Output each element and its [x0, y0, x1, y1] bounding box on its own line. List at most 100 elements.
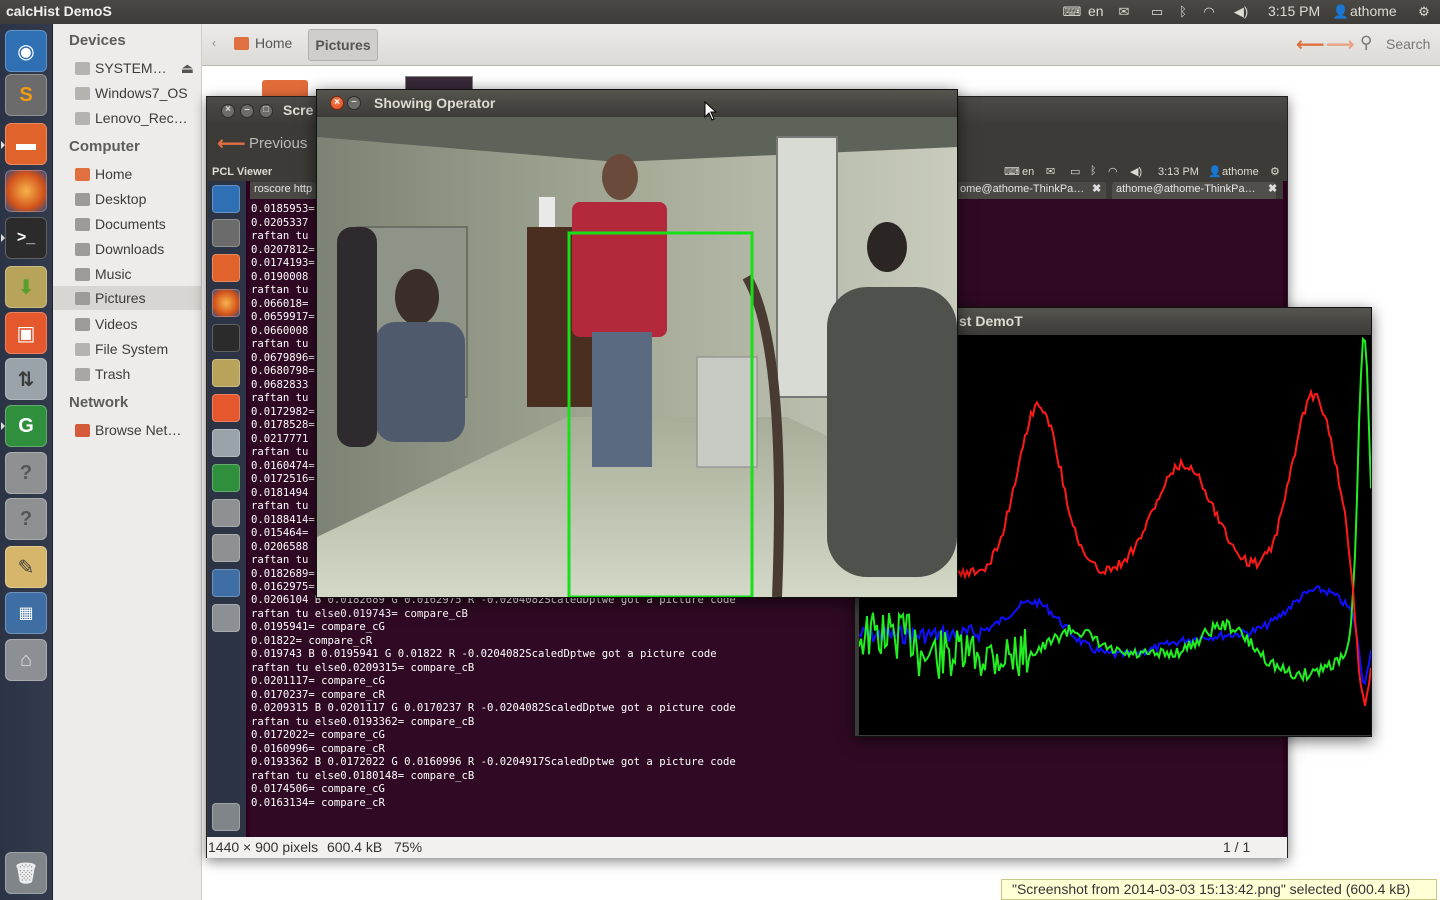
search-label[interactable]: Search [1386, 36, 1431, 52]
sidebar-item-filesystem[interactable]: File System [75, 337, 200, 361]
sidebar-item-lenovo[interactable]: Lenovo_Rec… [75, 106, 200, 130]
top-panel: calcHist DemoS ⌨ en ✉ ▭ ᛒ ◠ ◀) 3:15 PM 👤… [0, 0, 1440, 24]
person-seated-head [395, 269, 439, 325]
terminal-line: 0.0682833 [251, 378, 309, 391]
embedded-user: athome [1222, 166, 1259, 178]
sidebar-item-label: Trash [95, 366, 131, 382]
wifi-icon: ◠ [1108, 166, 1118, 178]
breadcrumb-home[interactable]: Home [234, 35, 292, 51]
gear-icon[interactable]: ⚙ [1418, 4, 1430, 19]
terminal-line: 0.0170237= compare_cR [251, 688, 385, 701]
update-manager-icon [212, 429, 240, 457]
unknown-app-icon[interactable]: ? [5, 498, 47, 540]
minimize-icon[interactable]: – [240, 104, 254, 118]
close-icon: ✖ [1268, 183, 1278, 195]
workspace-switcher-icon[interactable]: ▦ [5, 592, 47, 634]
network-icon [75, 423, 90, 437]
battery-icon[interactable]: ▭ [1150, 4, 1164, 19]
terminal-output-bottom: 0.0206104 B 0.0182689 G 0.0162975 R -0.0… [251, 594, 736, 810]
user-icon: 👤 [1208, 166, 1222, 178]
user-icon: 👤 [1332, 4, 1350, 19]
sidebar-item-trash[interactable]: Trash [75, 362, 200, 386]
sidebar-item-videos[interactable]: Videos [75, 312, 200, 336]
volume-icon[interactable]: ◀) [1233, 4, 1249, 19]
terminal-output-top: 0.0185953= 0.0205337 raftan tu 0.0207812= 0.… [251, 203, 315, 595]
unknown-app-icon[interactable]: ? [5, 452, 47, 494]
sidebar-item-downloads[interactable]: Downloads [75, 237, 200, 261]
sidebar-item-desktop[interactable]: Desktop [75, 187, 200, 211]
back-arrow-icon[interactable]: ‹ [212, 36, 216, 50]
dash-home-icon [212, 185, 240, 213]
software-center-icon[interactable]: ▣ [5, 312, 47, 354]
files-icon[interactable]: ▬ [5, 123, 47, 165]
operator-window: × – Showing Operator [316, 89, 958, 598]
terminal-line: raftan tu [251, 338, 309, 350]
forward-arrow-icon[interactable]: ⟶ [1326, 34, 1355, 56]
dash-home-icon[interactable]: ◉ [5, 30, 47, 72]
breadcrumb-pictures[interactable]: Pictures [308, 29, 378, 61]
sidebar-item-browse-network[interactable]: Browse Net… [75, 418, 200, 442]
terminal-line: 0.019743 B 0.0195941 G 0.01822 R -0.0204… [251, 648, 717, 660]
firefox-icon [212, 289, 240, 317]
terminal-line: 0.0680798= [251, 365, 315, 377]
sidebar-item-music[interactable]: Music [75, 262, 200, 286]
terminal-line: raftan tu else0.0209315= compare_cB [251, 661, 475, 674]
trash-icon[interactable]: 🗑 [5, 852, 47, 894]
terminal-line: 0.0172022= compare_cG [251, 729, 385, 741]
user-name[interactable]: athome [1350, 3, 1397, 19]
sidebar-item-pictures[interactable]: Pictures [53, 286, 201, 310]
keyboard-layout[interactable]: en [1088, 3, 1104, 19]
volume-icon: ◀) [1130, 166, 1143, 178]
sidebar-item-system[interactable]: SYSTEM… ⏏ [75, 56, 200, 80]
mail-icon[interactable]: ✉ [1118, 4, 1130, 19]
terminal-line: 0.0188414= [251, 513, 315, 526]
terminal-line: raftan tu [251, 446, 309, 458]
launcher: ◉ S ▬ >_ ⬇ ▣ ⇅ G ? ? ✎ ▦ ⌂ 🗑 [0, 24, 53, 900]
sidebar-item-label: Videos [95, 316, 138, 332]
home-folder-icon [75, 167, 90, 181]
operator-titlebar[interactable]: × – Showing Operator [317, 90, 957, 117]
sidebar-item-label: Windows7_OS [95, 85, 188, 101]
update-manager-icon[interactable]: ⇅ [5, 358, 47, 400]
terminal-icon[interactable]: >_ [5, 217, 47, 259]
terminal-line: raftan tu [251, 392, 309, 404]
camera-view [317, 117, 957, 597]
close-icon[interactable]: × [221, 104, 235, 118]
terminal-line: 0.0178528= [251, 419, 315, 431]
search-icon[interactable]: ⚲ [1360, 33, 1373, 52]
image-viewer-statusbar: 1440 × 900 pixels 600.4 kB 75% 1 / 1 [207, 837, 1287, 858]
archive-manager-icon[interactable]: ⬇ [5, 266, 47, 308]
operator-shirt [572, 202, 667, 337]
eject-icon[interactable]: ⏏ [180, 59, 194, 76]
sidebar-item-label: Documents [95, 216, 166, 232]
terminal-line: raftan tu else0.0193362= compare_cB [251, 715, 475, 728]
wifi-icon[interactable]: ◠ [1203, 4, 1215, 19]
gitg-icon [212, 464, 240, 492]
file-manager-toolbar: ‹ Home Pictures ⟵ ⟶ ⚲ Search [202, 24, 1440, 66]
embedded-clock: 3:13 PM [1158, 166, 1199, 178]
sidebar-item-documents[interactable]: Documents [75, 212, 200, 236]
terminal-line: 0.0195941= compare_cG [251, 621, 385, 633]
folder-icon[interactable] [262, 80, 308, 100]
sidebar-item-windows7[interactable]: Windows7_OS [75, 81, 200, 105]
previous-arrow-icon[interactable]: ⟵ [217, 133, 246, 155]
unknown-app-icon [212, 534, 240, 562]
drive-icon[interactable]: ⌂ [5, 639, 47, 681]
text-editor-icon[interactable]: ✎ [5, 546, 47, 588]
terminal-line: 0.0160474= [251, 459, 315, 472]
keyboard-icon[interactable]: ⌨ [1062, 4, 1082, 19]
terminal-line: 0.0660008 [251, 324, 309, 337]
gitg-icon[interactable]: G [5, 405, 47, 447]
firefox-icon[interactable] [5, 170, 47, 212]
sublime-text-icon[interactable]: S [5, 74, 47, 116]
sidebar-item-home[interactable]: Home [75, 162, 200, 186]
previous-button[interactable]: Previous [249, 135, 308, 152]
terminal-line: raftan tu else0.0180148= compare_cB [251, 769, 475, 782]
close-icon[interactable]: × [330, 96, 344, 110]
minimize-icon[interactable]: – [347, 96, 361, 110]
bluetooth-icon[interactable]: ᛒ [1179, 4, 1187, 19]
back-arrow-icon[interactable]: ⟵ [1296, 34, 1325, 56]
workspace-switcher-icon [212, 569, 240, 597]
maximize-icon[interactable]: □ [259, 104, 273, 118]
clock[interactable]: 3:15 PM [1268, 3, 1321, 19]
